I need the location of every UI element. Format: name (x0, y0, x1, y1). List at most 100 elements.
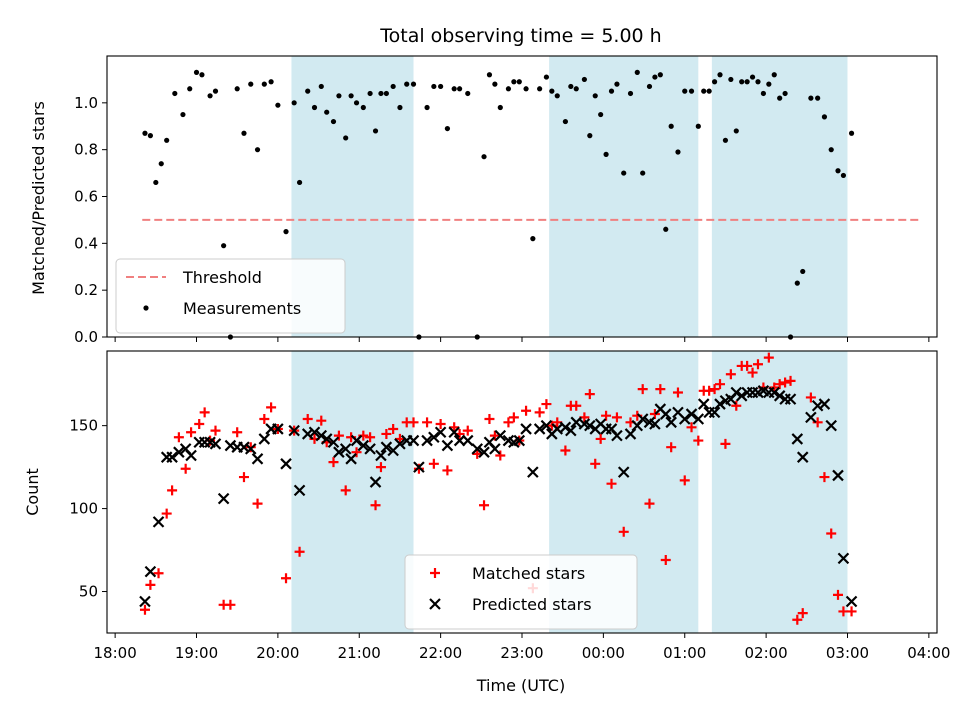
predicted-star-point (784, 393, 797, 405)
data-point (457, 86, 463, 92)
data-point (212, 88, 219, 94)
y-tick-label: 150 (69, 417, 98, 435)
data-point (766, 81, 772, 87)
x-tick-label: 04:00 (907, 644, 950, 662)
matched-star-point (472, 448, 483, 459)
data-point (147, 133, 153, 139)
data-point (722, 137, 729, 143)
y-tick-label: 1.0 (74, 94, 98, 112)
predicted-star-point (152, 516, 165, 528)
matched-star-point (672, 387, 683, 398)
predicted-star-point (659, 408, 672, 420)
data-point (383, 90, 389, 97)
data-point (835, 168, 841, 174)
matched-star-point (266, 402, 277, 413)
predicted-star-point (315, 429, 328, 442)
predicted-star-point (394, 438, 406, 450)
y-tick-label: 100 (69, 500, 98, 518)
predicted-star-point (160, 451, 173, 463)
data-point (739, 79, 745, 85)
data-point (800, 268, 806, 275)
data-point (311, 104, 318, 111)
data-point (808, 95, 814, 101)
data-point (438, 83, 444, 90)
data-point (701, 88, 707, 94)
matched-star-point (484, 414, 495, 425)
predicted-star-point (649, 418, 661, 430)
matched-star-point (173, 432, 184, 443)
data-point (640, 170, 646, 176)
data-point (390, 83, 396, 90)
data-point (627, 90, 634, 97)
predicted-star-point (565, 424, 577, 437)
predicted-star-point (773, 390, 786, 402)
predicted-star-point (494, 429, 507, 442)
data-point (142, 130, 148, 136)
matched-star-point (686, 422, 697, 433)
data-point (397, 104, 403, 111)
predicted-star-point (692, 413, 705, 425)
data-point (275, 102, 281, 108)
predicted-star-point (730, 386, 743, 399)
data-point (268, 79, 274, 85)
data-point (608, 88, 615, 94)
matched-star-point (584, 389, 595, 400)
predicted-star-point (611, 429, 623, 442)
y-tick-label: 0.6 (74, 188, 98, 206)
predicted-star-point (471, 443, 484, 455)
predicted-star-point (209, 438, 222, 450)
matched-star-point (245, 442, 256, 453)
matched-star-point (139, 604, 150, 615)
legend-label: Predicted stars (472, 595, 592, 614)
data-point (305, 88, 311, 94)
data-point (848, 130, 855, 136)
legend-label: Matched stars (472, 564, 585, 583)
legend-swatch (429, 598, 441, 610)
matched-star-point (644, 498, 655, 509)
predicted-star-point (837, 552, 850, 565)
matched-star-point (660, 555, 671, 566)
predicted-star-point (617, 466, 630, 478)
matched-star-point (194, 418, 205, 429)
top-panel: 0.0 0.2 0.4 0.6 0.8 1.0 Threshold Measurements (74, 55, 938, 346)
data-point (537, 86, 543, 92)
data-point (348, 93, 354, 99)
data-point (444, 125, 451, 132)
predicted-star-point (434, 426, 447, 439)
data-point (193, 69, 200, 75)
x-tick-label: 03:00 (826, 644, 869, 662)
data-point (372, 128, 379, 134)
predicted-star-point (333, 446, 345, 458)
matched-star-point (805, 392, 816, 403)
matched-star-point (340, 485, 351, 496)
data-point (511, 79, 517, 85)
matched-star-point (428, 458, 439, 469)
data-point (614, 81, 620, 87)
data-point (828, 147, 834, 153)
data-point (505, 86, 512, 92)
predicted-star-point (369, 476, 382, 488)
predicted-star-point (714, 398, 726, 410)
matched-star-point (720, 438, 731, 449)
matched-star-point (225, 599, 236, 610)
predicted-star-point (198, 436, 211, 449)
data-point (343, 135, 349, 141)
predicted-star-point (375, 449, 387, 462)
data-point (336, 93, 342, 99)
predicted-star-point (251, 453, 264, 465)
x-tick-label: 01:00 (663, 644, 706, 662)
data-point (431, 83, 437, 90)
data-point (568, 83, 574, 90)
predicted-star-point (708, 406, 721, 419)
x-tick-label: 22:00 (419, 644, 462, 662)
matched-star-point (145, 579, 156, 590)
predicted-star-point (217, 492, 230, 505)
predicted-star-point (825, 419, 837, 432)
x-tick-label: 23:00 (500, 644, 543, 662)
data-point (497, 104, 503, 111)
predicted-star-point (327, 436, 340, 449)
data-point (562, 118, 568, 125)
data-point (248, 81, 254, 87)
matched-star-point (252, 498, 263, 509)
y-tick-label: 0.0 (74, 328, 98, 346)
